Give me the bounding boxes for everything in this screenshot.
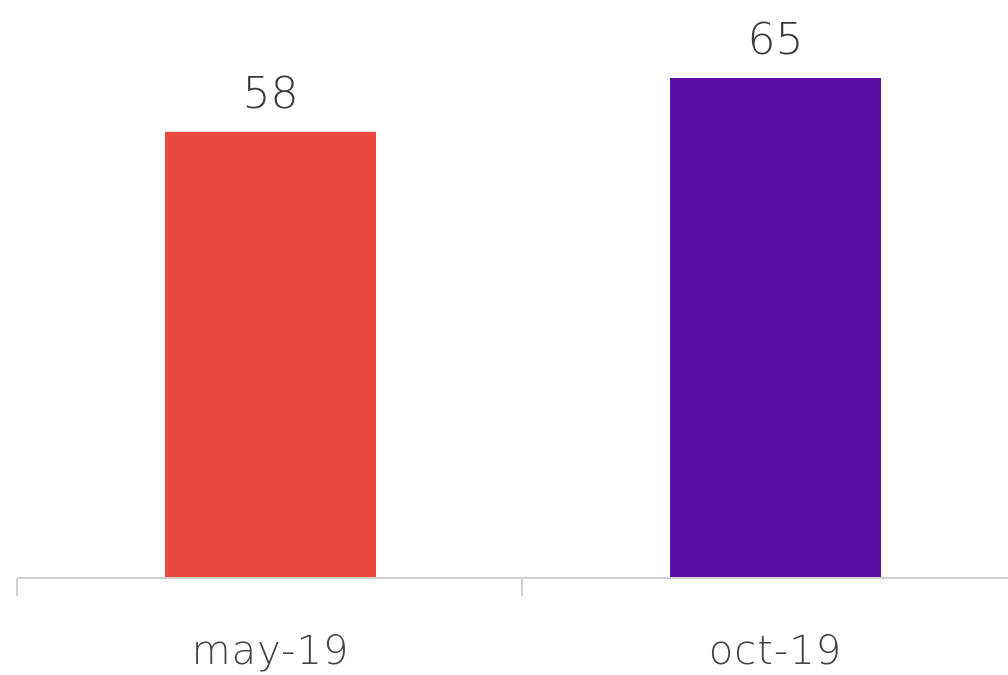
tick-label-may-19: may-19 — [192, 628, 350, 674]
value-label-oct-19: 65 — [748, 14, 804, 65]
tick-label-oct-19: oct-19 — [709, 628, 842, 674]
bar-oct-19 — [670, 78, 881, 578]
value-labels-group: 58 65 — [243, 14, 804, 119]
value-label-may-19: 58 — [243, 68, 299, 119]
bar-may-19 — [165, 131, 376, 579]
bars-group — [165, 78, 881, 579]
x-axis-tick-labels: may-19 oct-19 — [192, 628, 842, 674]
x-axis-ticks — [16, 578, 523, 596]
